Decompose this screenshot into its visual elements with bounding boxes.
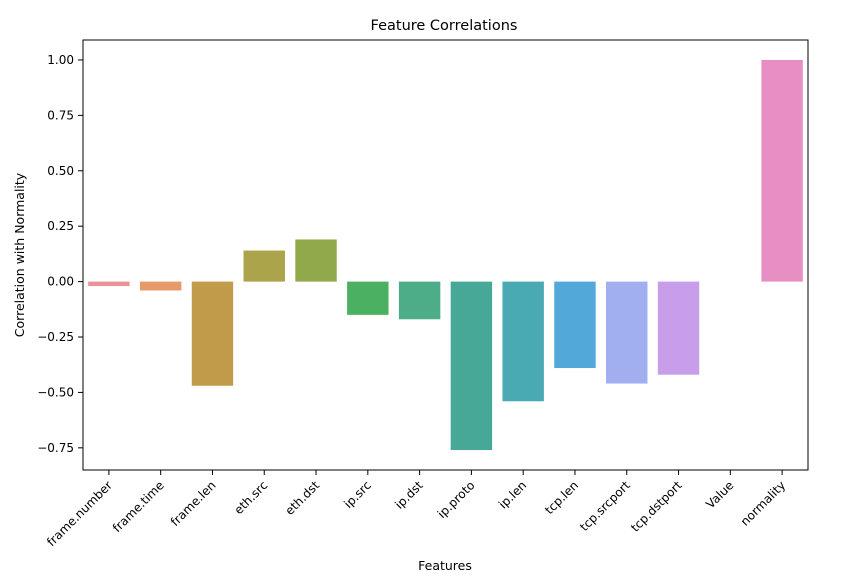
y-axis-label: Correlation with Normality <box>12 172 27 337</box>
y-tick-label: 0.00 <box>47 275 74 289</box>
bar-normality <box>761 59 803 282</box>
x-tick-label: tcp.len <box>542 478 581 517</box>
y-tick-label: 0.75 <box>47 108 74 122</box>
bar-tcp-srcport <box>606 281 648 384</box>
y-axis: −0.75 −0.50 −0.25 0.00 0.25 0.50 0.75 1.00 <box>37 53 83 455</box>
y-tick-label: −0.25 <box>37 330 74 344</box>
chart-title: Feature Correlations <box>371 18 518 34</box>
y-tick-label: −0.75 <box>37 441 74 455</box>
bar-frame-len <box>191 281 234 386</box>
x-tick-label: eth.src <box>231 478 270 517</box>
x-tick-label: ip.len <box>496 478 529 511</box>
bar-frame-number <box>88 281 130 287</box>
x-tick-label: ip.proto <box>435 478 478 521</box>
bar-ip-dst <box>398 281 441 320</box>
y-tick-label: 0.50 <box>47 164 74 178</box>
x-tick-label: eth.dst <box>282 478 322 518</box>
y-tick-label: −0.50 <box>37 385 74 399</box>
bar-ip-proto <box>450 281 493 451</box>
x-tick-label: tcp.dstport <box>628 478 685 535</box>
bar-tcp-dstport <box>657 281 700 375</box>
x-tick-label: ip.src <box>341 478 374 511</box>
y-tick-label: 0.25 <box>47 219 74 233</box>
bar-tcp-len <box>554 281 596 369</box>
x-tick-label: frame.time <box>110 478 167 535</box>
x-tick-label: tcp.srcport <box>577 478 633 534</box>
bar-eth-src <box>243 250 285 282</box>
x-tick-label: Value <box>703 478 736 511</box>
x-axis-label: Features <box>418 558 472 573</box>
bars-group <box>88 59 803 451</box>
x-tick-label: frame.len <box>168 478 219 529</box>
bar-ip-src <box>347 281 389 315</box>
bar-frame-time <box>139 281 182 291</box>
x-tick-label: normality <box>738 478 788 528</box>
x-tick-label: ip.dst <box>392 478 426 512</box>
plot-frame <box>82 39 809 471</box>
bar-eth-dst <box>295 239 337 282</box>
bar-ip-len <box>502 281 544 402</box>
x-tick-label: frame.number <box>44 478 115 549</box>
y-tick-label: 1.00 <box>47 53 74 67</box>
